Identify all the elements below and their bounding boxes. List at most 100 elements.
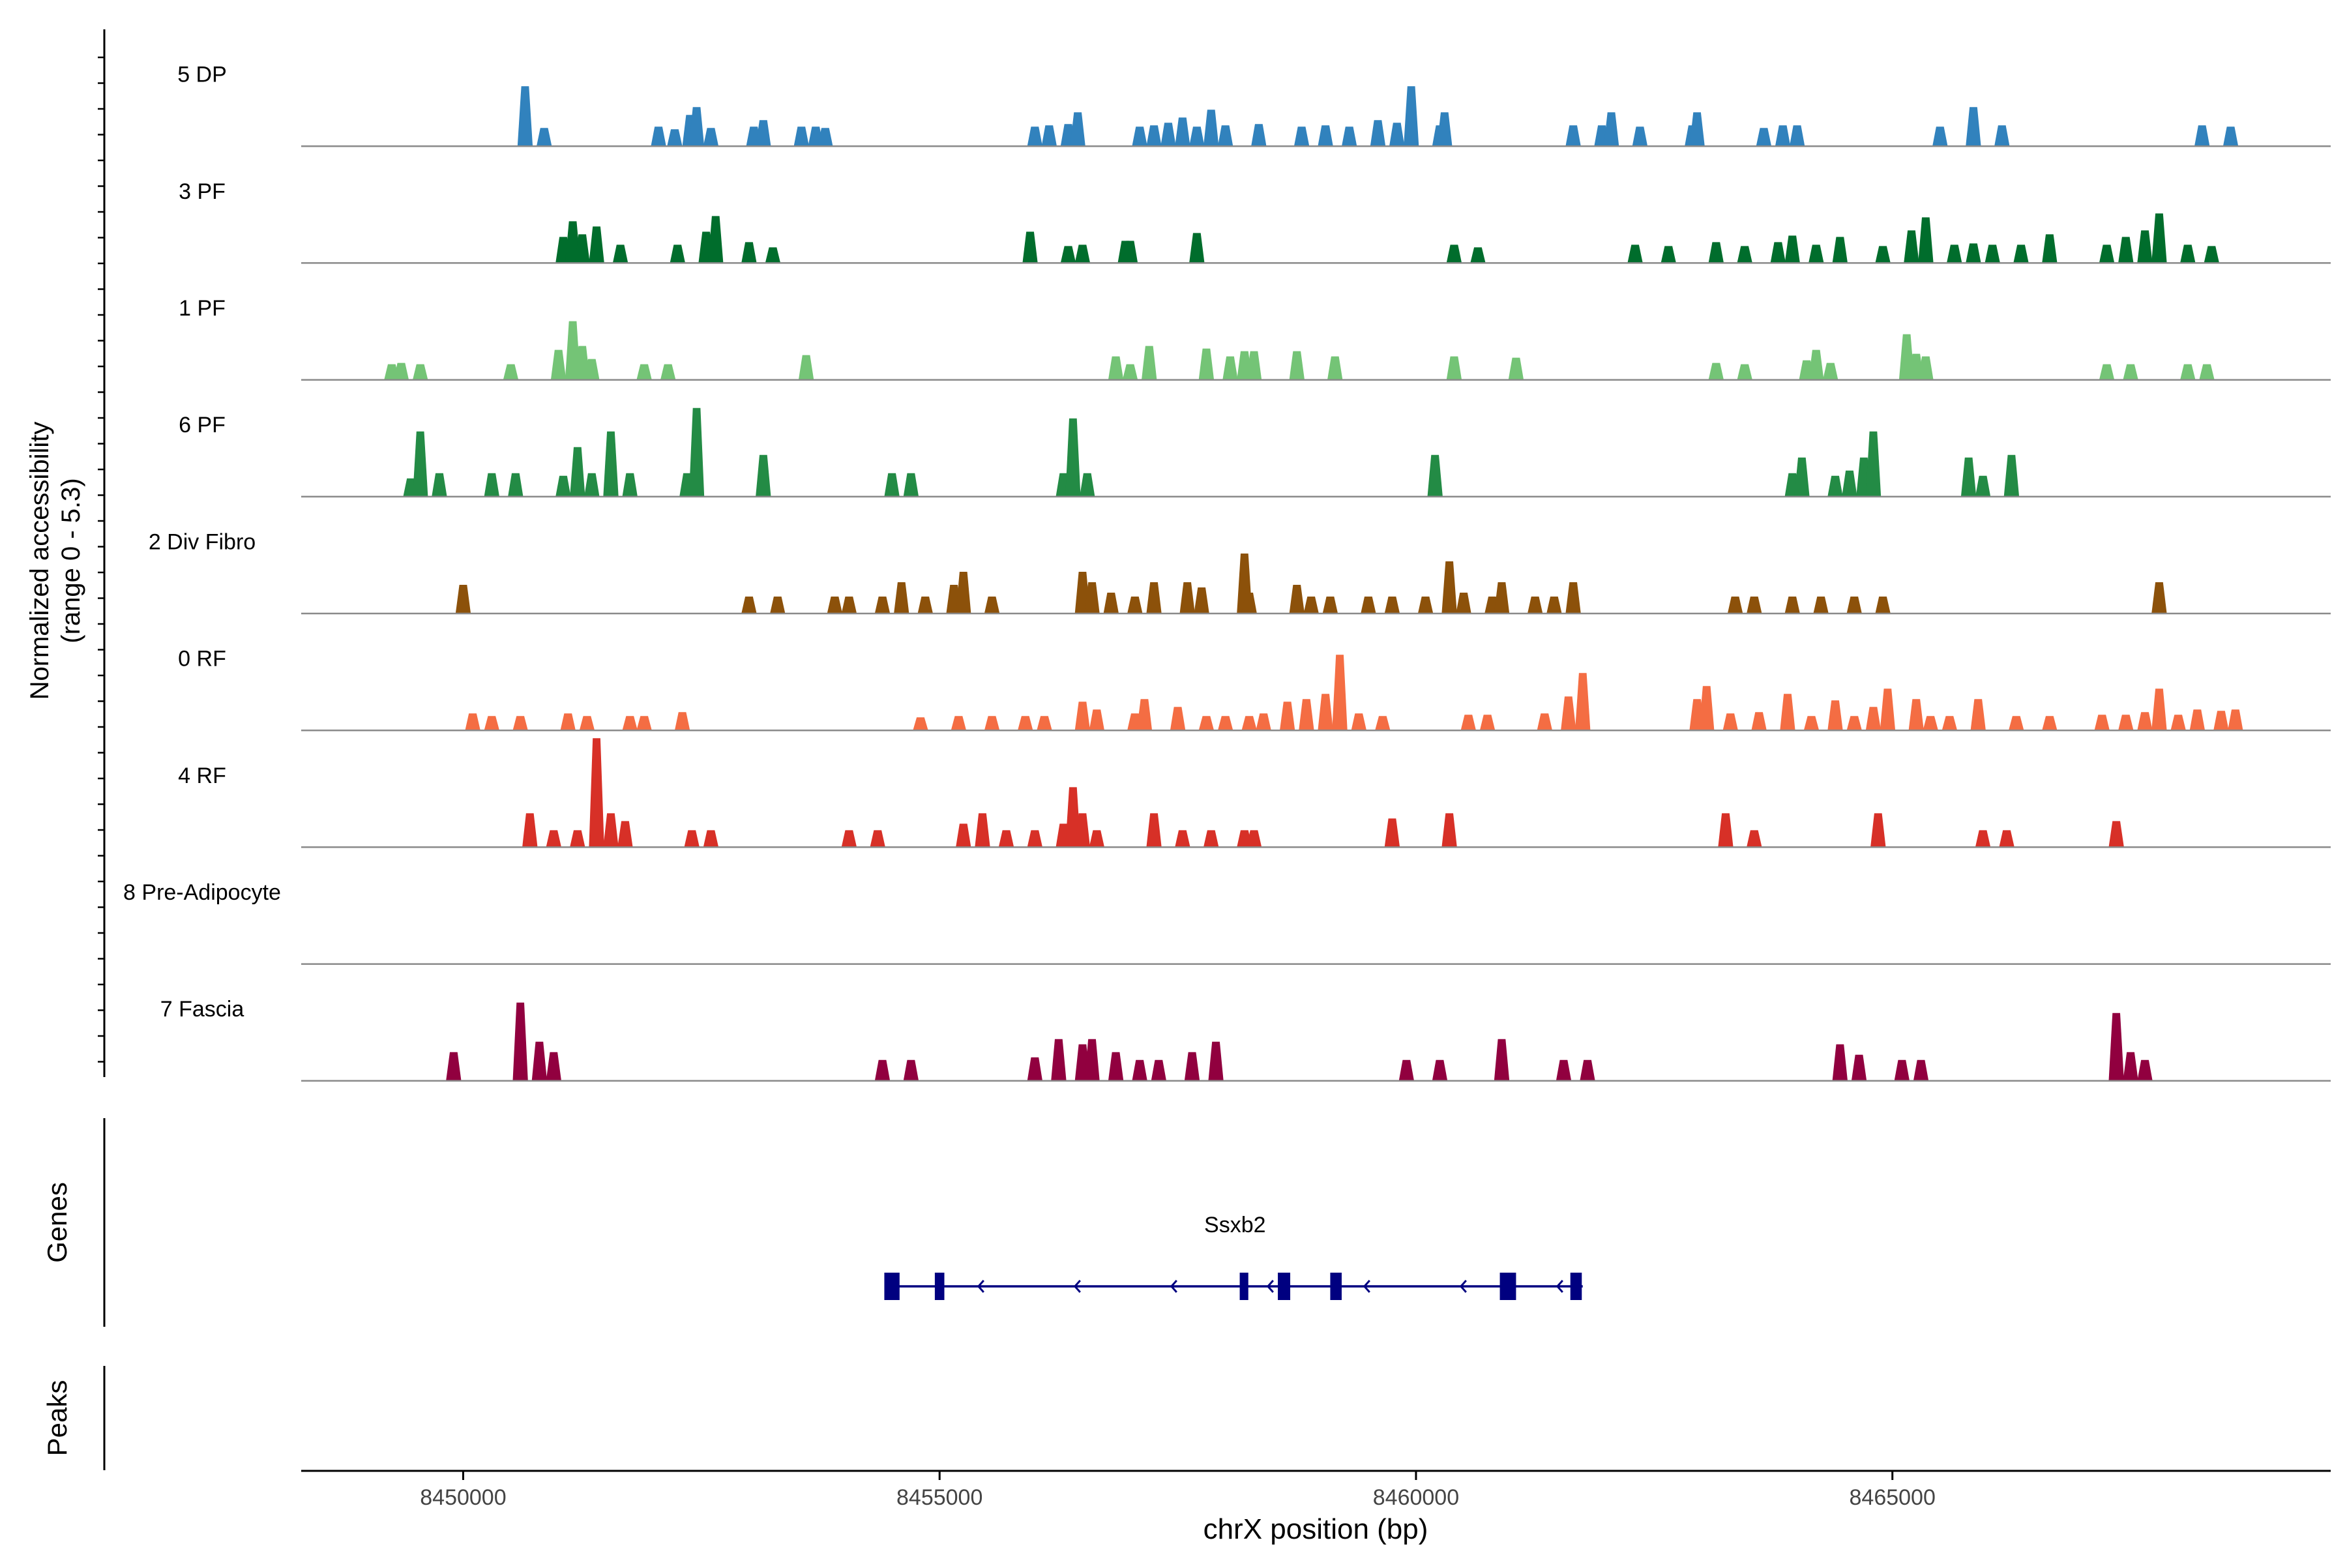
track-5: 2 Div Fibro [149,529,2331,615]
coverage-peak [1060,246,1076,263]
coverage-peak [1170,707,1186,731]
coverage-peak [684,830,700,848]
coverage-peak [1441,813,1457,848]
coverage-peak [874,597,891,614]
coverage-peak [1932,126,1948,147]
coverage-peak [818,128,833,147]
coverage-peak [2213,711,2229,731]
coverage-peak [537,128,552,147]
coverage-peak [2151,688,2167,731]
coverage-peak [956,572,971,614]
coverage-peak [1027,126,1042,147]
coverage-peak [2137,230,2153,263]
coverage-peak [1089,830,1104,848]
track-label: 4 RF [178,763,226,788]
coverage-peak [1479,715,1496,731]
coverage-peak [1175,117,1190,147]
coverage-peak [741,242,757,263]
coverage-peak [1565,125,1581,147]
coverage-peak [2013,244,2029,263]
coverage-peak [1246,351,1262,380]
x-axis-title: chrX position (bp) [1203,1513,1428,1545]
coverage-peak [870,830,885,848]
coverage-peak [612,244,628,263]
coverage-peak [1813,597,1829,614]
coverage-peak [1908,699,1924,731]
coverage-peak [603,431,619,497]
coverage-peak [570,447,585,497]
coverage-peak [1904,230,1919,263]
coverage-peak [2118,715,2134,731]
coverage-peak [1065,418,1081,497]
track-8: 8 Pre-Adipocyte [123,880,2331,965]
coverage-peak [1027,830,1042,848]
coverage-peak [670,244,685,263]
coverage-peak [1051,1039,1067,1081]
coverage-peak [1351,713,1366,731]
coverage-peak [1404,86,1419,147]
coverage-peak [2180,364,2196,380]
coverage-peak [546,1052,561,1081]
coverage-peak [2204,246,2219,263]
coverage-peak [622,716,638,731]
coverage-peak [1384,597,1400,614]
coverage-peak [1027,1057,1042,1081]
coverage-peak [1546,597,1562,614]
coverage-peak [589,226,604,263]
track-9: 7 Fascia [160,997,2331,1082]
coverage-peak [1580,1059,1595,1081]
coverage-peak [1875,597,1891,614]
x-tick-label: 8455000 [896,1485,982,1510]
coverage-peak [1737,364,1752,380]
coverage-peak [2108,821,2124,848]
coverage-peak [579,716,595,731]
gene-exon [1239,1273,1248,1300]
coverage-peak [1446,244,1462,263]
coverage-peak [1970,699,1986,731]
coverage-peak [1299,699,1314,731]
coverage-peak [1327,356,1343,380]
coverage-peak [1870,813,1886,848]
coverage-peak [1427,454,1443,497]
coverage-peak [1289,585,1305,614]
coverage-peak [1318,125,1333,147]
coverage-peak [1370,120,1386,147]
coverage-peak [1041,125,1057,147]
coverage-peak [1189,126,1205,147]
coverage-peak [2194,125,2210,147]
coverage-peak [841,830,857,848]
coverage-peak [1632,126,1648,147]
track-1: 5 DP [177,63,2331,147]
gene-layer: Ssxb2 [884,1213,1583,1300]
coverage-peak [874,1059,891,1081]
coverage-peak [1808,244,1824,263]
coverage-peak [651,126,666,147]
coverage-peak [531,1041,548,1081]
y-axis-title: Normalized accessibility [25,422,54,700]
coverage-peak [1142,346,1157,380]
coverage-peak [793,126,809,147]
coverage-peak [1441,561,1457,614]
coverage-peak [1256,713,1271,731]
coverage-peak [622,473,638,497]
track-7: 4 RF [178,738,2331,848]
coverage-peak [1384,818,1400,848]
coverage-peak [1389,123,1405,147]
coverage-peak [827,597,843,614]
coverage-peak [1537,713,1552,731]
gene-exon [1278,1273,1291,1300]
coverage-peak [1222,356,1238,380]
coverage-y-ticks [98,56,104,1063]
coverage-peak [503,364,519,380]
coverage-peak [1089,709,1104,731]
coverage-peak [1198,716,1215,731]
coverage-peak [1603,112,1619,147]
strand-arrow [1170,1280,1177,1293]
coverage-peak [1865,707,1882,731]
track-2: 3 PF [179,179,2331,264]
coverage-peak [1827,475,1843,497]
coverage-peak [1827,700,1843,731]
coverage-peak [1975,830,1991,848]
coverage-peak [2108,1013,2124,1081]
